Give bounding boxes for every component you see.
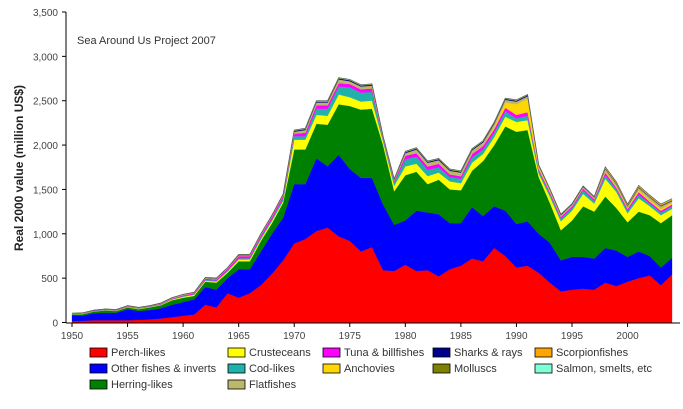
legend-swatch bbox=[432, 363, 451, 374]
legend-label: Molluscs bbox=[454, 363, 497, 375]
x-tick-label: 1985 bbox=[450, 331, 473, 342]
legend-item-molluscs: Molluscs bbox=[432, 363, 497, 375]
x-tick-label: 1980 bbox=[394, 331, 417, 342]
total-outline bbox=[71, 77, 673, 314]
legend: Perch-likes Crusteceans Tuna & billfishes S… bbox=[89, 347, 652, 391]
legend-item-flatfishes: Flatfishes bbox=[227, 379, 297, 391]
legend-item-cod-likes: Cod-likes bbox=[227, 363, 295, 375]
legend-label: Flatfishes bbox=[249, 379, 297, 391]
legend-item-tuna-billfishes: Tuna & billfishes bbox=[322, 347, 425, 359]
y-tick-label: 2,500 bbox=[33, 97, 58, 108]
y-tick-label: 500 bbox=[41, 274, 58, 285]
y-tick-label: 3,000 bbox=[33, 52, 58, 63]
legend-item-other-fishes-inverts: Other fishes & inverts bbox=[89, 363, 217, 375]
legend-swatch bbox=[227, 347, 246, 358]
legend-label: Salmon, smelts, etc bbox=[556, 363, 652, 375]
legend-label: Scorpionfishes bbox=[556, 347, 629, 359]
x-tick-label: 1990 bbox=[505, 331, 528, 342]
legend-label: Cod-likes bbox=[249, 363, 295, 375]
legend-swatch bbox=[89, 379, 108, 390]
x-tick-label: 1975 bbox=[339, 331, 362, 342]
legend-item-crusteceans: Crusteceans bbox=[227, 347, 311, 359]
legend-swatch bbox=[322, 347, 341, 358]
x-tick-label: 2000 bbox=[616, 331, 639, 342]
y-tick-label: 0 bbox=[52, 319, 58, 330]
legend-label: Crusteceans bbox=[249, 347, 311, 359]
y-ticks: 0 500 1,000 1,500 2,000 2,500 3,000 3,500 bbox=[33, 8, 66, 330]
area-layers bbox=[71, 77, 673, 323]
x-tick-label: 1970 bbox=[283, 331, 306, 342]
y-tick-label: 1,500 bbox=[33, 185, 58, 196]
legend-label: Perch-likes bbox=[111, 347, 166, 359]
legend-item-salmon-smelts-etc: Salmon, smelts, etc bbox=[534, 363, 652, 375]
legend-swatch bbox=[227, 363, 246, 374]
x-tick-label: 1965 bbox=[228, 331, 251, 342]
x-tick-label: 1995 bbox=[561, 331, 584, 342]
y-tick-label: 2,000 bbox=[33, 141, 58, 152]
legend-item-herring-likes: Herring-likes bbox=[89, 379, 173, 391]
y-tick-label: 1,000 bbox=[33, 230, 58, 241]
legend-item-sharks-rays: Sharks & rays bbox=[432, 347, 523, 359]
legend-label: Tuna & billfishes bbox=[344, 347, 425, 359]
axes bbox=[65, 12, 680, 324]
legend-item-anchovies: Anchovies bbox=[322, 363, 395, 375]
y-axis-title: Real 2000 value (million US$) bbox=[12, 85, 26, 251]
y-tick-label: 3,500 bbox=[33, 8, 58, 19]
legend-swatch bbox=[89, 363, 108, 374]
legend-swatch bbox=[89, 347, 108, 358]
x-tick-label: 1960 bbox=[172, 331, 195, 342]
legend-label: Herring-likes bbox=[111, 379, 173, 391]
legend-label: Other fishes & inverts bbox=[111, 363, 217, 375]
legend-swatch bbox=[322, 363, 341, 374]
legend-swatch bbox=[227, 379, 246, 390]
x-tick-label: 1955 bbox=[116, 331, 139, 342]
legend-label: Anchovies bbox=[344, 363, 395, 375]
chart-title: Sea Around Us Project 2007 bbox=[77, 35, 216, 47]
legend-item-scorpionfishes: Scorpionfishes bbox=[534, 347, 629, 359]
legend-swatch bbox=[432, 347, 451, 358]
legend-swatch bbox=[534, 363, 553, 374]
legend-label: Sharks & rays bbox=[454, 347, 523, 359]
x-tick-label: 1950 bbox=[61, 331, 84, 342]
x-ticks: 1950 1955 1960 1965 1970 1975 1980 1985 1990 1995… bbox=[61, 323, 639, 342]
legend-swatch bbox=[534, 347, 553, 358]
legend-item-perch-likes: Perch-likes bbox=[89, 347, 166, 359]
